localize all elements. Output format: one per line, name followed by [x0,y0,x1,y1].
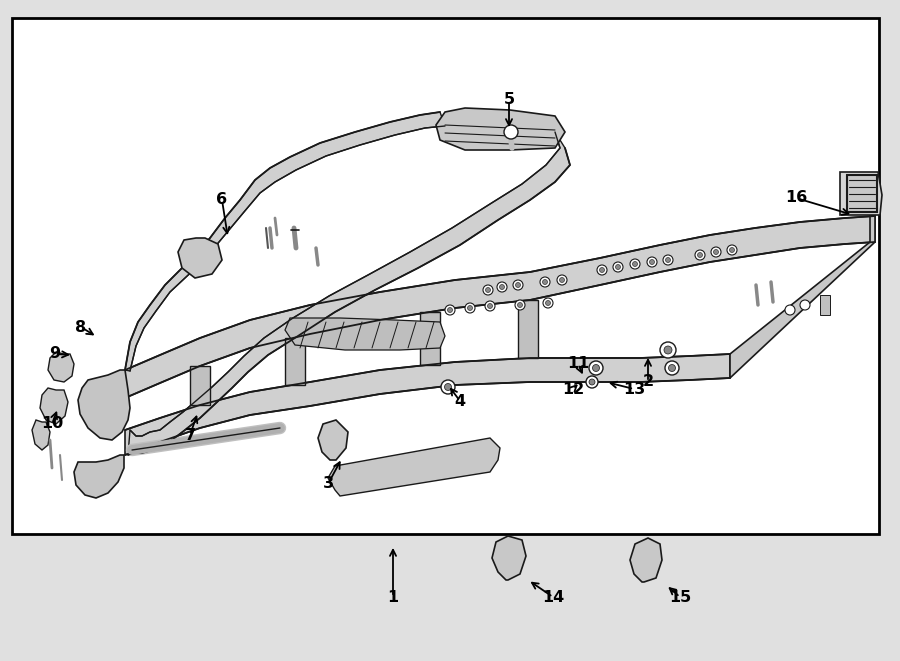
Circle shape [497,282,507,292]
Circle shape [730,247,734,253]
Circle shape [663,255,673,265]
Circle shape [660,342,676,358]
Polygon shape [318,420,348,460]
Circle shape [560,278,564,282]
Text: 14: 14 [542,590,564,605]
Circle shape [488,303,492,309]
Polygon shape [125,354,730,455]
Circle shape [504,125,518,139]
Text: 16: 16 [785,190,807,206]
Circle shape [669,364,676,371]
Circle shape [633,262,637,266]
Text: 5: 5 [503,93,515,108]
Polygon shape [78,370,130,440]
Polygon shape [48,352,74,382]
Circle shape [664,346,672,354]
Circle shape [485,301,495,311]
Polygon shape [436,108,565,150]
Circle shape [589,379,595,385]
Text: 9: 9 [50,346,60,362]
Circle shape [515,300,525,310]
Polygon shape [32,420,50,450]
Polygon shape [840,172,882,215]
Text: 8: 8 [76,319,86,334]
Circle shape [727,245,737,255]
Circle shape [447,307,453,313]
Text: 11: 11 [567,356,590,371]
Text: 15: 15 [669,590,691,605]
Circle shape [500,284,505,290]
Circle shape [518,303,523,307]
Polygon shape [125,112,445,371]
Circle shape [800,300,810,310]
Polygon shape [630,538,662,582]
Circle shape [613,262,623,272]
Circle shape [616,264,620,270]
Circle shape [445,383,452,391]
Circle shape [545,301,551,305]
Circle shape [785,305,795,315]
Circle shape [599,268,605,272]
Circle shape [586,376,598,388]
Text: 4: 4 [454,393,465,408]
Text: 10: 10 [40,416,63,432]
Polygon shape [328,438,500,496]
Text: 2: 2 [643,375,653,389]
Polygon shape [125,216,875,398]
Circle shape [665,258,670,262]
Polygon shape [128,132,570,455]
Circle shape [647,257,657,267]
Polygon shape [420,312,440,365]
Text: 1: 1 [387,590,399,605]
Text: 6: 6 [216,192,228,208]
Polygon shape [820,295,830,315]
Circle shape [592,364,599,371]
Circle shape [516,282,520,288]
Polygon shape [178,238,222,278]
Circle shape [445,305,455,315]
Polygon shape [40,388,68,424]
Circle shape [698,253,703,258]
Circle shape [441,380,455,394]
Circle shape [589,361,603,375]
Circle shape [714,249,718,254]
Polygon shape [190,366,210,405]
Polygon shape [492,536,526,580]
Polygon shape [518,300,538,358]
Text: 7: 7 [184,428,195,442]
Circle shape [665,361,679,375]
Polygon shape [285,318,445,350]
Polygon shape [730,216,875,378]
Circle shape [483,285,493,295]
Polygon shape [74,455,124,498]
Bar [12,18,879,534]
Circle shape [695,250,705,260]
Circle shape [711,247,721,257]
Circle shape [597,265,607,275]
Text: 3: 3 [322,477,334,492]
Polygon shape [285,338,305,385]
Circle shape [557,275,567,285]
Text: 12: 12 [562,381,584,397]
Text: 13: 13 [623,381,645,397]
Circle shape [485,288,490,293]
Circle shape [543,280,547,284]
Polygon shape [847,175,877,212]
Circle shape [630,259,640,269]
Circle shape [650,260,654,264]
Circle shape [467,305,472,311]
Circle shape [543,298,553,308]
Circle shape [540,277,550,287]
Circle shape [513,280,523,290]
Circle shape [465,303,475,313]
